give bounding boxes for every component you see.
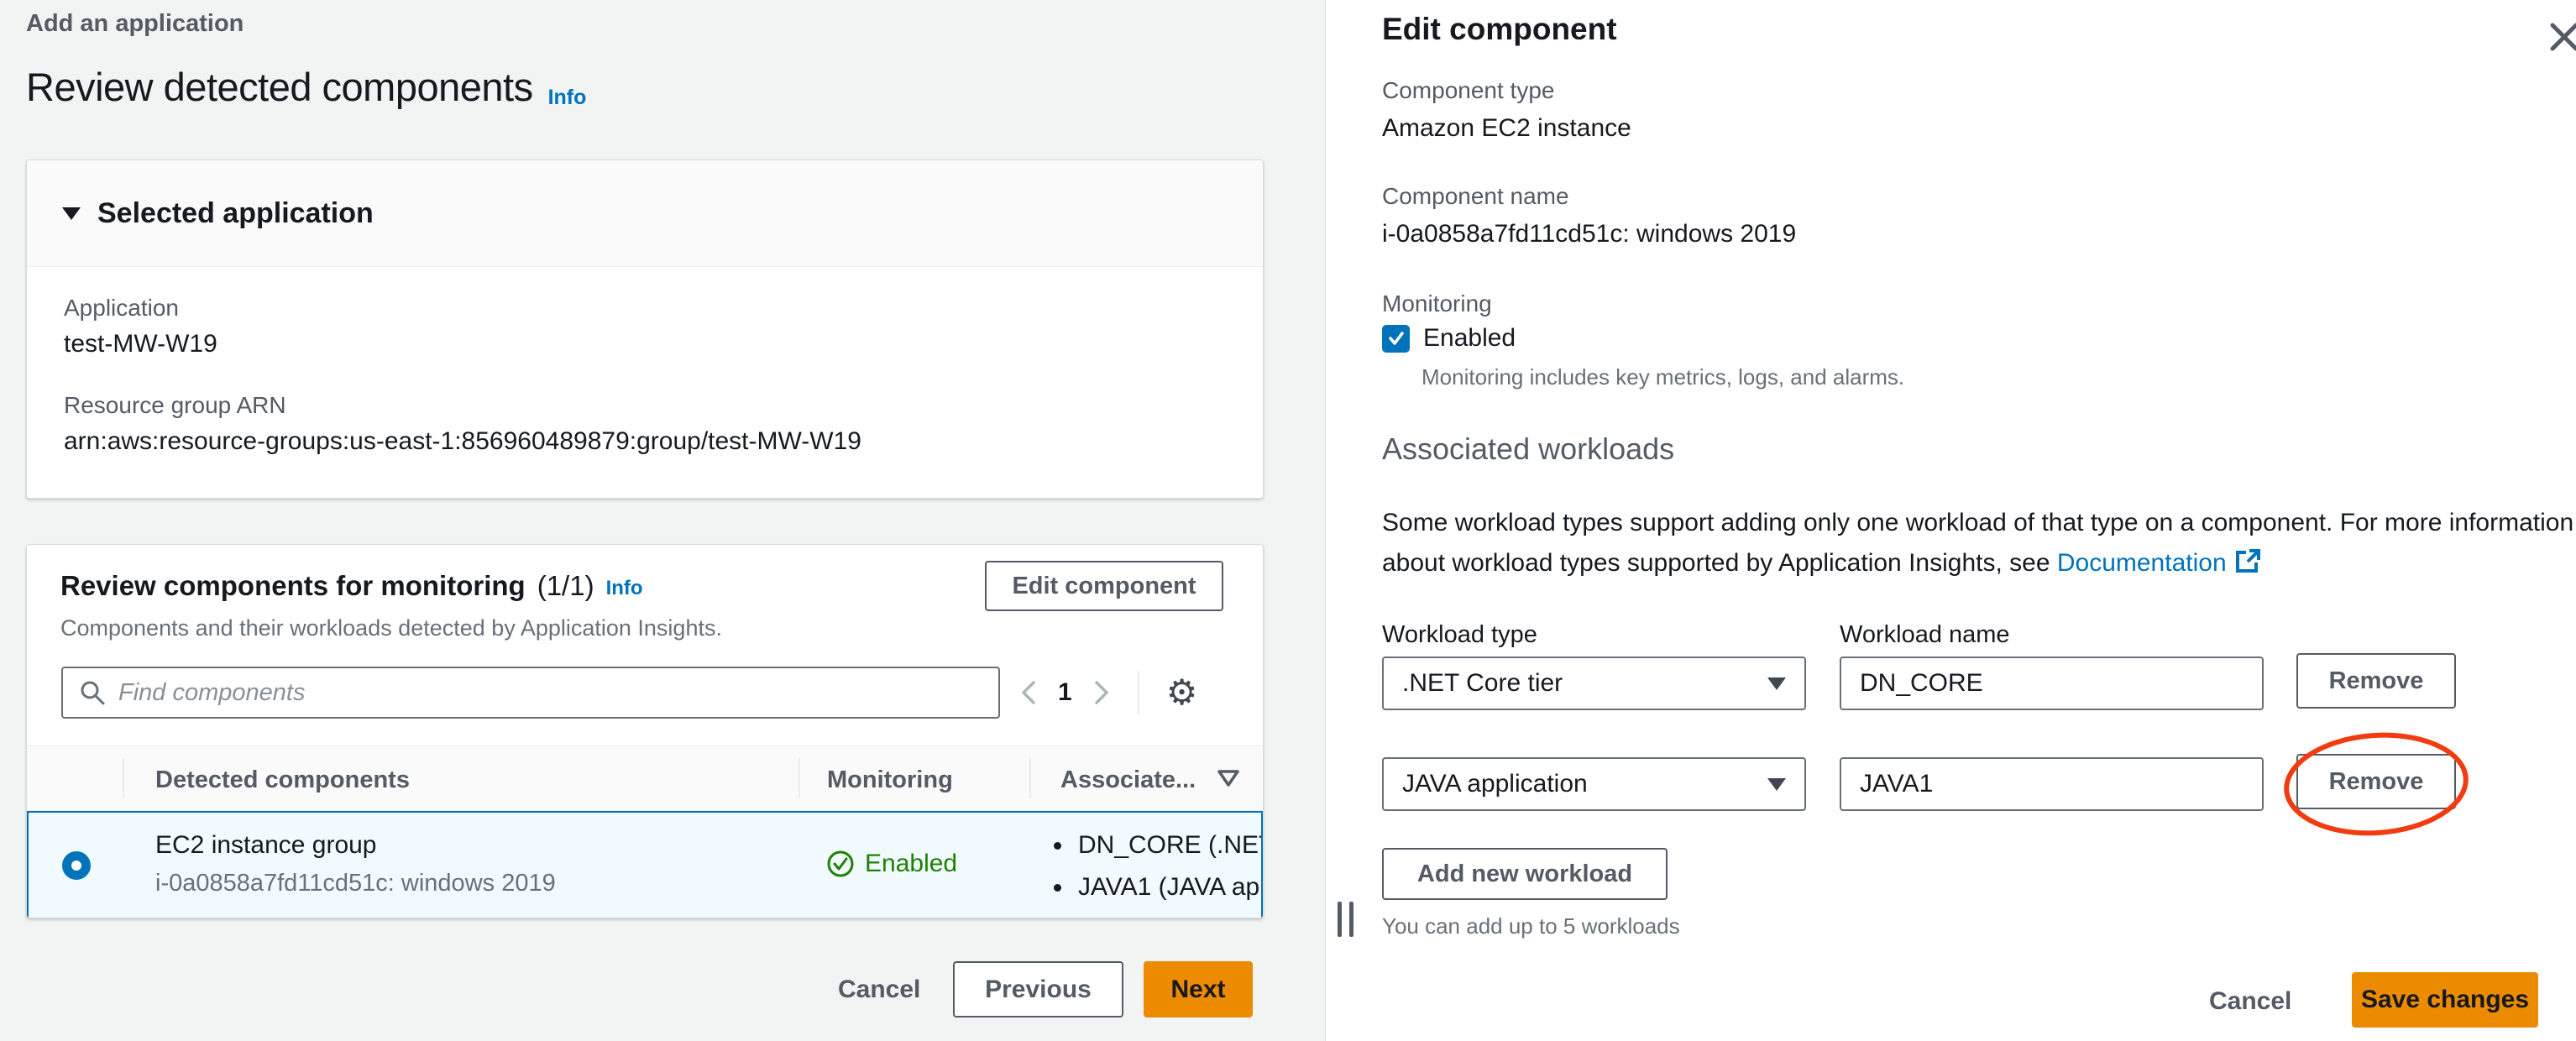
- workload-name-input[interactable]: [1840, 657, 2264, 710]
- external-link-icon: [2235, 549, 2260, 573]
- component-name-value: i-0a0858a7fd11cd51c: windows 2019: [1382, 220, 1797, 248]
- sort-filter-icon[interactable]: [1216, 768, 1241, 790]
- next-button[interactable]: Next: [1144, 961, 1253, 1017]
- workload-type-select[interactable]: JAVA application: [1382, 757, 1806, 811]
- table-header: Detected components Monitoring Associate…: [27, 746, 1263, 811]
- cancel-link[interactable]: Cancel: [838, 976, 921, 1003]
- workload-type-label: Workload type: [1382, 621, 1537, 648]
- workload-type-select[interactable]: .NET Core tier: [1382, 657, 1806, 710]
- components-count: (1/1): [537, 570, 594, 601]
- panel-title: Edit component: [1382, 12, 1617, 46]
- resource-group-arn-label: Resource group ARN: [64, 392, 286, 418]
- column-separator: [1029, 758, 1031, 798]
- expand-caret-icon: [62, 207, 81, 220]
- page-number[interactable]: 1: [1058, 678, 1072, 706]
- edit-component-button[interactable]: Edit component: [985, 561, 1223, 611]
- bullet-icon: [1054, 883, 1061, 892]
- application-label: Application: [64, 295, 179, 321]
- associated-workloads-cell: DN_CORE (.NET JAVA1 (JAVA ap: [1054, 824, 1263, 908]
- pager-divider: [1137, 671, 1139, 714]
- workload-name-input[interactable]: [1840, 757, 2264, 811]
- page-title: Review detected components: [26, 65, 533, 109]
- monitoring-status: Enabled: [826, 850, 957, 878]
- remove-workload-button[interactable]: Remove: [2296, 653, 2456, 709]
- application-value: test-MW-W19: [64, 330, 217, 358]
- monitoring-enabled-label: Enabled: [1423, 324, 1516, 352]
- component-name-label: Component name: [1382, 183, 1569, 209]
- workload-type-value: .NET Core tier: [1402, 669, 1563, 697]
- resource-group-arn-value: arn:aws:resource-groups:us-east-1:856960…: [64, 427, 861, 455]
- chevron-down-icon: [1767, 677, 1786, 690]
- workload-name-label: Workload name: [1840, 621, 2010, 648]
- workloads-description-line1: Some workload types support adding only …: [1382, 509, 2574, 536]
- search-input[interactable]: [107, 668, 998, 717]
- save-changes-button[interactable]: Save changes: [2352, 972, 2538, 1028]
- workload-item: JAVA1 (JAVA ap: [1078, 873, 1260, 901]
- page-title-row: Review detected components Info: [26, 64, 586, 110]
- table-top-divider: [27, 745, 1263, 746]
- search-icon: [81, 681, 105, 705]
- components-card-description: Components and their workloads detected …: [60, 615, 722, 641]
- component-type-label: Component type: [1382, 77, 1555, 103]
- selected-application-title: Selected application: [97, 196, 374, 229]
- workloads-description-line2: about workload types supported by Applic…: [1382, 547, 2262, 578]
- monitoring-enabled-checkbox-row[interactable]: Enabled: [1382, 324, 1516, 353]
- row-instance-id: i-0a0858a7fd11cd51c: windows 2019: [155, 870, 556, 897]
- workload-item: DN_CORE (.NET: [1078, 831, 1263, 859]
- page-info-link[interactable]: Info: [547, 86, 587, 109]
- pagination: 1 ⚙: [1018, 669, 1197, 716]
- workloads-description-text: about workload types supported by Applic…: [1382, 549, 2050, 577]
- remove-workload-button[interactable]: Remove: [2296, 754, 2456, 809]
- column-detected-components: Detected components: [155, 766, 410, 793]
- monitoring-label: Monitoring: [1382, 290, 1492, 316]
- check-circle-icon: [827, 850, 854, 877]
- settings-gear-icon[interactable]: ⚙: [1165, 672, 1198, 712]
- monitoring-status-text: Enabled: [865, 850, 958, 877]
- close-icon[interactable]: [2546, 18, 2576, 55]
- previous-button[interactable]: Previous: [953, 961, 1123, 1017]
- component-type-value: Amazon EC2 instance: [1382, 114, 1631, 142]
- next-page-icon[interactable]: [1091, 676, 1113, 709]
- selected-application-header[interactable]: Selected application: [27, 160, 1263, 267]
- row-component-name: EC2 instance group: [155, 831, 377, 859]
- column-separator: [123, 758, 124, 798]
- associated-workloads-heading: Associated workloads: [1382, 432, 1675, 466]
- edit-component-panel: Edit component Component type Amazon EC2…: [1325, 0, 2576, 1041]
- components-card-title: Review components for monitoring: [60, 570, 526, 601]
- previous-page-icon[interactable]: [1018, 676, 1039, 709]
- column-associated: Associate...: [1060, 766, 1196, 793]
- column-separator: [798, 758, 800, 798]
- components-card: Review components for monitoring (1/1) I…: [26, 544, 1264, 918]
- bullet-icon: [1054, 841, 1061, 850]
- documentation-link[interactable]: Documentation: [2056, 549, 2227, 577]
- search-box: [61, 667, 1000, 719]
- row-radio-selected[interactable]: [62, 851, 91, 880]
- monitoring-help-text: Monitoring includes key metrics, logs, a…: [1422, 364, 1905, 390]
- components-info-link[interactable]: Info: [605, 577, 643, 599]
- checkbox-checked-icon[interactable]: [1382, 324, 1410, 353]
- panel-resize-handle[interactable]: [1338, 902, 1353, 937]
- chevron-down-icon: [1767, 777, 1786, 791]
- column-monitoring: Monitoring: [827, 766, 953, 793]
- breadcrumb: Add an application: [26, 10, 244, 37]
- add-new-workload-button[interactable]: Add new workload: [1382, 848, 1668, 900]
- selected-application-card: Selected application Application test-MW…: [26, 160, 1264, 499]
- workload-limit-note: You can add up to 5 workloads: [1382, 913, 1680, 939]
- table-row[interactable]: EC2 instance group i-0a0858a7fd11cd51c: …: [27, 811, 1263, 918]
- workload-type-value: JAVA application: [1402, 770, 1588, 798]
- panel-cancel-link[interactable]: Cancel: [2209, 987, 2292, 1015]
